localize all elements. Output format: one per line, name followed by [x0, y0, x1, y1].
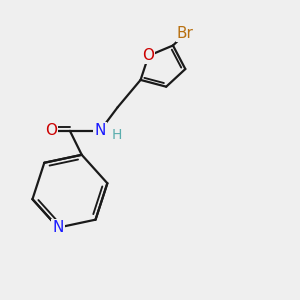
Text: Br: Br [177, 26, 194, 41]
Text: H: H [112, 128, 122, 142]
Text: O: O [142, 48, 154, 63]
Text: N: N [52, 220, 64, 235]
Text: O: O [45, 123, 57, 138]
Text: N: N [94, 123, 106, 138]
